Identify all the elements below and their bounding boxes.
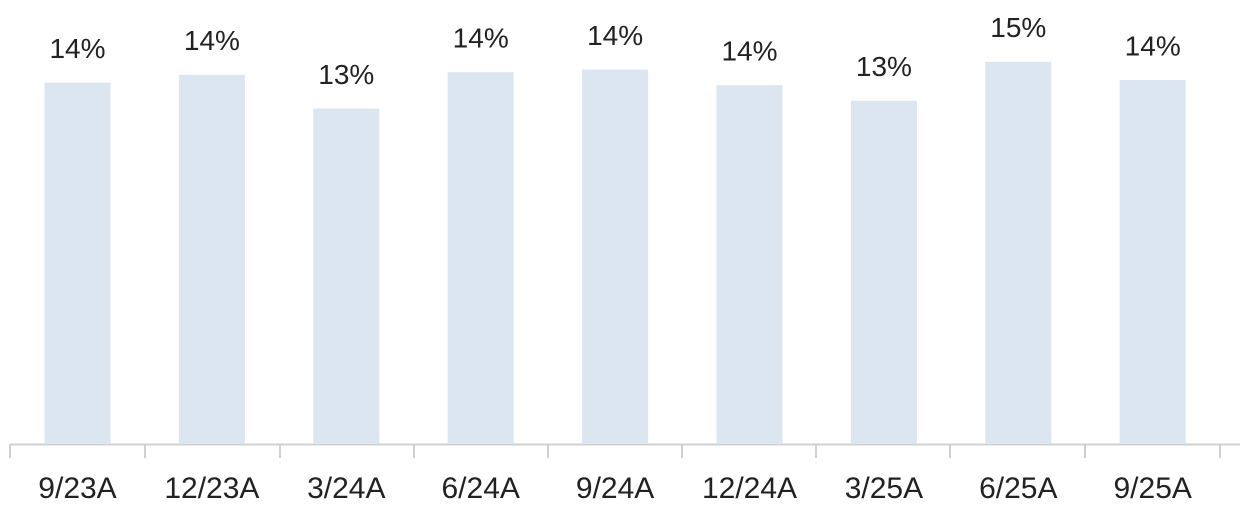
bar	[447, 72, 514, 444]
data-label: 14%	[1125, 30, 1181, 61]
x-tick-label: 12/23A	[164, 472, 259, 505]
data-label: 14%	[49, 33, 105, 64]
bar	[582, 69, 649, 444]
bar	[985, 61, 1052, 445]
x-tick-label: 6/25A	[979, 472, 1057, 505]
x-tick-label: 3/24A	[307, 472, 385, 505]
bar	[313, 108, 380, 444]
bar	[178, 74, 245, 445]
bar	[44, 82, 111, 444]
bar	[850, 100, 917, 445]
data-label: 13%	[318, 59, 374, 90]
data-label: 15%	[990, 12, 1046, 43]
category-separators	[9, 444, 1221, 458]
data-label: 14%	[184, 25, 240, 56]
x-tick-label: 12/24A	[702, 472, 797, 505]
x-tick-label: 9/25A	[1113, 472, 1191, 505]
data-label: 14%	[721, 36, 777, 67]
data-label: 13%	[856, 51, 912, 82]
bar	[1119, 80, 1186, 444]
data-label: 14%	[587, 20, 643, 51]
x-tick-label: 9/24A	[576, 472, 654, 505]
x-tick-label: 9/23A	[38, 472, 116, 505]
data-label: 14%	[453, 23, 509, 54]
x-tick-label: 3/25A	[845, 472, 923, 505]
x-tick-label: 6/24A	[441, 472, 519, 505]
bar	[716, 85, 783, 444]
